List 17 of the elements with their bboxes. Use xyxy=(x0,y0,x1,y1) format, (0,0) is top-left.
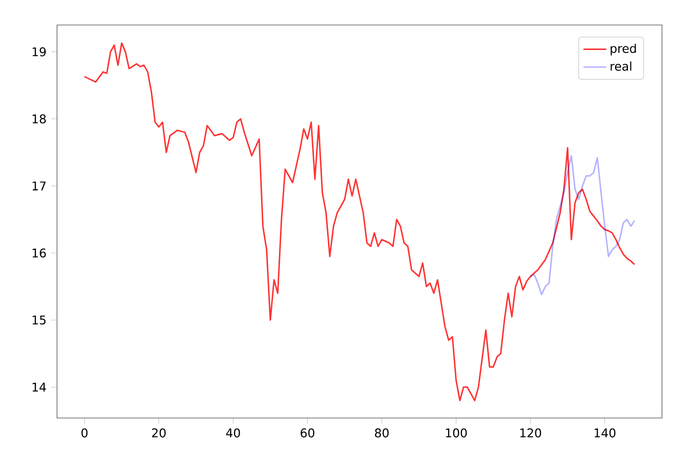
x-tick-label: 0 xyxy=(81,428,88,438)
y-tick-label: 15 xyxy=(32,316,46,325)
x-tick-label: 100 xyxy=(446,428,467,438)
x-tick-label: 80 xyxy=(374,428,389,438)
y-tick-label: 18 xyxy=(32,114,46,124)
x-tick-label: 140 xyxy=(594,428,616,438)
x-tick-label: 20 xyxy=(152,428,166,438)
x-tick-label: 40 xyxy=(226,428,240,438)
x-tick-label: 60 xyxy=(300,428,314,438)
y-tick-label: 19 xyxy=(32,47,46,56)
y-tick-label: 14 xyxy=(32,382,46,392)
y-tick-label: 17 xyxy=(32,182,46,190)
legend-label: pred xyxy=(610,44,636,56)
y-tick-label: 16 xyxy=(32,248,46,258)
line-series xyxy=(84,42,636,402)
x-tick-label: 120 xyxy=(520,428,542,438)
legend-label: real xyxy=(610,61,632,71)
